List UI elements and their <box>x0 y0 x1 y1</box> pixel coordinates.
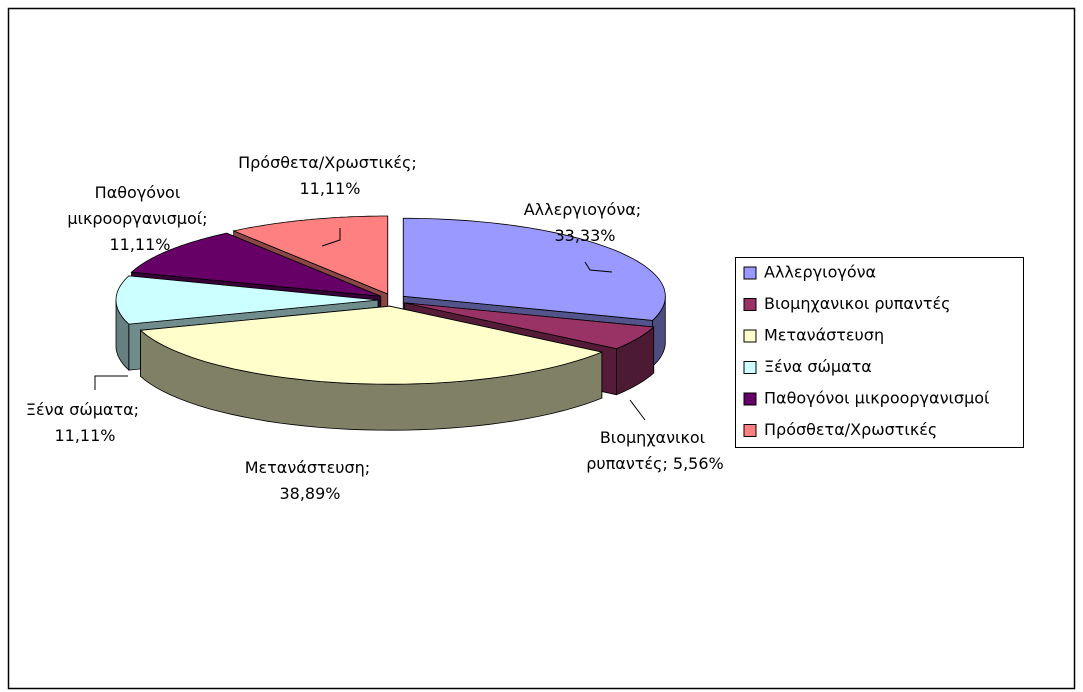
slice <box>139 305 604 385</box>
legend-swatch <box>743 298 757 311</box>
data-label-line: 11,11% <box>299 179 360 198</box>
data-label: Μετανάστευση; 38,89% <box>245 458 376 503</box>
legend-label: Αλλεργιογόνα <box>764 263 876 282</box>
data-label-line: Αλλεργιογόνα; <box>524 200 647 219</box>
leader-line <box>629 399 646 421</box>
legend-label: Πρόσθετα/Χρωστικές <box>764 420 937 439</box>
data-label-line: Μετανάστευση; <box>245 458 376 477</box>
data-label: Πρόσθετα/Χρωστικές; 11,11% <box>238 153 422 198</box>
data-label: Ξένα σώματα; 11,11% <box>26 400 144 445</box>
slice <box>404 302 655 350</box>
data-label-line: Παθογόνοι <box>95 183 186 202</box>
legend-swatch <box>743 424 757 437</box>
legend-swatch <box>743 266 757 280</box>
data-label-line: 33,33% <box>554 226 615 245</box>
data-label-line: Ξένα σώματα; <box>26 400 144 419</box>
data-label-line: Πρόσθετα/Χρωστικές; <box>238 153 422 172</box>
slice <box>232 215 389 295</box>
data-label: Παθογόνοι μικροοργανισμοί; 11,11% <box>67 183 212 254</box>
slice <box>130 232 381 297</box>
legend-label: Μετανάστευση <box>764 326 884 345</box>
leader-line <box>321 228 341 247</box>
legend-swatch <box>743 361 757 374</box>
legend-swatch <box>743 392 757 406</box>
slice <box>115 275 379 325</box>
data-label-line: ρυπαντές; 5,56% <box>586 454 724 473</box>
data-label-line: Βιομηχανικοι <box>600 428 710 447</box>
slice <box>402 217 666 321</box>
legend-swatch <box>743 329 757 343</box>
data-label: Βιομηχανικοι ρυπαντές; 5,56% <box>586 428 724 473</box>
leader-line <box>584 261 613 273</box>
legend-label: Ξένα σώματα <box>764 357 872 376</box>
data-label-line: 11,11% <box>54 426 115 445</box>
data-label-line: 38,89% <box>279 484 340 503</box>
legend-label: Βιομηχανικοι ρυπαντές <box>764 294 951 313</box>
leader-line <box>94 375 128 390</box>
legend-box <box>735 257 1024 448</box>
data-label: Αλλεργιογόνα; 33,33% <box>524 200 647 245</box>
data-label-line: μικροοργανισμοί; <box>67 209 212 228</box>
legend-label: Παθογόνοι μικροοργανισμοί <box>764 389 990 408</box>
data-label-line: 11,11% <box>109 235 170 254</box>
